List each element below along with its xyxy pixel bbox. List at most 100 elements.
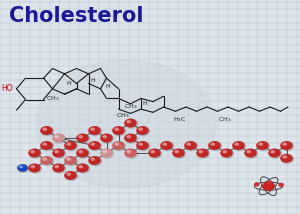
Circle shape (89, 127, 102, 136)
Circle shape (282, 143, 287, 146)
Circle shape (257, 142, 270, 151)
Circle shape (162, 143, 167, 146)
Circle shape (138, 128, 143, 131)
Circle shape (53, 164, 66, 173)
Circle shape (136, 141, 149, 150)
Circle shape (28, 149, 41, 158)
Circle shape (125, 149, 138, 158)
Circle shape (89, 157, 102, 166)
Circle shape (54, 150, 59, 153)
Circle shape (268, 149, 281, 158)
Circle shape (66, 158, 71, 161)
Circle shape (112, 126, 125, 135)
Circle shape (208, 141, 221, 150)
Circle shape (65, 172, 78, 181)
Text: H: H (91, 78, 95, 83)
Circle shape (77, 134, 90, 143)
Circle shape (40, 126, 53, 135)
Circle shape (90, 143, 95, 146)
Circle shape (42, 143, 47, 146)
Circle shape (222, 150, 227, 153)
Circle shape (52, 149, 65, 158)
Circle shape (113, 127, 126, 136)
Circle shape (64, 171, 77, 180)
Circle shape (30, 165, 35, 168)
Circle shape (281, 142, 294, 151)
Circle shape (66, 172, 71, 176)
Circle shape (126, 120, 131, 123)
Circle shape (52, 163, 65, 172)
Circle shape (268, 181, 272, 184)
Circle shape (88, 141, 101, 150)
Circle shape (270, 150, 275, 153)
Circle shape (136, 126, 149, 135)
Circle shape (41, 127, 54, 136)
Circle shape (124, 149, 137, 158)
Circle shape (281, 155, 294, 163)
Circle shape (114, 128, 119, 131)
Circle shape (18, 165, 29, 172)
Circle shape (42, 128, 47, 131)
Circle shape (88, 156, 101, 165)
Circle shape (114, 143, 119, 146)
Circle shape (100, 134, 113, 143)
Text: CH$_3$: CH$_3$ (218, 115, 232, 124)
Circle shape (19, 165, 23, 168)
Circle shape (89, 142, 102, 151)
Circle shape (64, 156, 77, 165)
Circle shape (269, 149, 282, 158)
Circle shape (17, 164, 28, 172)
Circle shape (244, 149, 257, 158)
Circle shape (221, 149, 234, 158)
Circle shape (29, 149, 42, 158)
Circle shape (101, 149, 114, 158)
Circle shape (65, 157, 78, 166)
Circle shape (64, 141, 77, 150)
Text: H: H (105, 83, 110, 89)
Circle shape (41, 142, 54, 151)
Circle shape (125, 134, 138, 143)
Circle shape (90, 128, 95, 131)
Circle shape (76, 134, 89, 143)
Circle shape (112, 141, 125, 150)
Circle shape (210, 143, 215, 146)
Circle shape (113, 142, 126, 151)
Circle shape (280, 154, 293, 163)
Circle shape (209, 142, 222, 151)
Circle shape (184, 141, 197, 150)
Circle shape (76, 163, 89, 172)
Circle shape (256, 141, 269, 150)
Circle shape (280, 141, 293, 150)
Circle shape (137, 127, 150, 136)
Circle shape (102, 135, 107, 138)
Text: CH$_3$: CH$_3$ (46, 94, 59, 103)
Circle shape (198, 150, 203, 153)
Circle shape (186, 143, 191, 146)
Circle shape (234, 143, 239, 146)
Circle shape (100, 149, 113, 158)
Text: H: H (66, 81, 71, 86)
Circle shape (76, 149, 89, 158)
Circle shape (40, 141, 53, 150)
Circle shape (263, 182, 274, 190)
Circle shape (279, 183, 283, 186)
Circle shape (258, 143, 263, 146)
Circle shape (54, 135, 59, 138)
Text: Cholesterol: Cholesterol (9, 6, 143, 26)
Circle shape (42, 158, 47, 161)
Circle shape (185, 142, 198, 151)
Text: HO: HO (2, 84, 13, 93)
Circle shape (149, 149, 162, 158)
Circle shape (255, 183, 259, 186)
Circle shape (197, 149, 210, 158)
Circle shape (78, 135, 83, 138)
Circle shape (125, 119, 138, 128)
Circle shape (28, 163, 41, 172)
Circle shape (220, 149, 233, 158)
Circle shape (52, 134, 65, 143)
Circle shape (150, 150, 155, 153)
Circle shape (173, 149, 186, 158)
Circle shape (148, 149, 161, 158)
Circle shape (53, 134, 66, 143)
Circle shape (174, 150, 179, 153)
